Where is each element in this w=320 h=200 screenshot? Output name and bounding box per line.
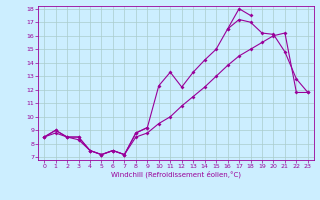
X-axis label: Windchill (Refroidissement éolien,°C): Windchill (Refroidissement éolien,°C) [111, 171, 241, 178]
